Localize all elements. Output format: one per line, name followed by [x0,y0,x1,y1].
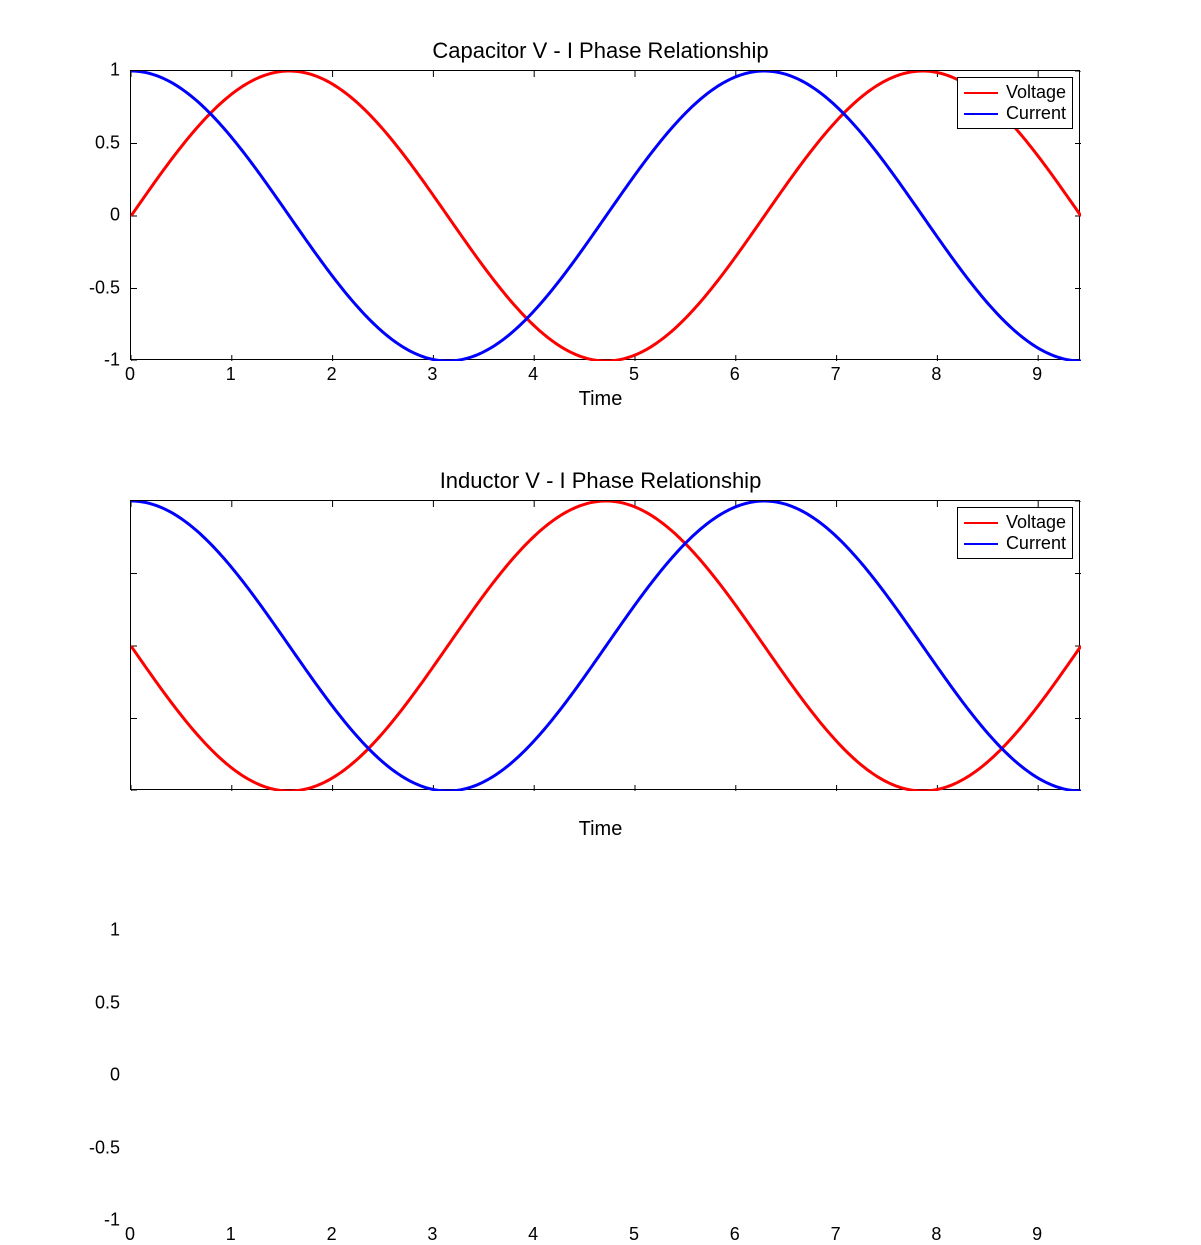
title-capacitor: Capacitor V - I Phase Relationship [0,38,1201,64]
xtick-label: 9 [1032,1224,1042,1245]
plot-area-inductor: Voltage Current [130,500,1080,790]
legend-inductor: Voltage Current [957,507,1073,559]
ytick-label: 0.5 [70,132,120,153]
plot-area-capacitor: Voltage Current [130,70,1080,360]
legend-row-current: Current [964,533,1066,554]
series-current [131,71,1081,361]
ytick-label: 1 [70,920,120,941]
ytick-label: 0 [70,1065,120,1086]
ytick-label: -0.5 [70,1137,120,1158]
figure: Capacitor V - I Phase Relationship Volta… [0,0,1201,900]
legend-row-voltage: Voltage [964,512,1066,533]
xtick-label: 2 [327,1224,337,1245]
series-current [131,501,1081,791]
plot-svg-capacitor [131,71,1081,361]
legend-swatch-voltage [964,92,998,94]
xtick-label: 5 [629,1224,639,1245]
xtick-label: 1 [226,364,236,385]
ytick-label: -0.5 [70,277,120,298]
legend-label-current: Current [1006,103,1066,124]
legend-swatch-voltage [964,522,998,524]
xtick-label: 4 [528,364,538,385]
xtick-label: 3 [427,364,437,385]
legend-label-voltage: Voltage [1006,512,1066,533]
legend-swatch-current [964,113,998,115]
ytick-label: 1 [70,60,120,81]
legend-swatch-current [964,543,998,545]
title-inductor: Inductor V - I Phase Relationship [0,468,1201,494]
legend-row-current: Current [964,103,1066,124]
xtick-label: 7 [831,1224,841,1245]
xtick-label: 7 [831,364,841,385]
legend-label-current: Current [1006,533,1066,554]
legend-capacitor: Voltage Current [957,77,1073,129]
xtick-label: 1 [226,1224,236,1245]
subplot-capacitor: Capacitor V - I Phase Relationship Volta… [0,0,1201,450]
ytick-label: 0.5 [70,992,120,1013]
ytick-label: -1 [70,350,120,371]
plot-svg-inductor [131,501,1081,791]
xtick-label: 0 [125,364,135,385]
xtick-label: 0 [125,1224,135,1245]
xtick-label: 6 [730,1224,740,1245]
xlabel-inductor: Time [0,818,1201,841]
xlabel-capacitor: Time [0,388,1201,411]
xtick-label: 4 [528,1224,538,1245]
ytick-label: -1 [70,1210,120,1231]
xtick-label: 9 [1032,364,1042,385]
xtick-label: 5 [629,364,639,385]
legend-row-voltage: Voltage [964,82,1066,103]
legend-label-voltage: Voltage [1006,82,1066,103]
xtick-label: 8 [931,1224,941,1245]
xtick-label: 3 [427,1224,437,1245]
xtick-label: 6 [730,364,740,385]
xtick-label: 2 [327,364,337,385]
xtick-label: 8 [931,364,941,385]
ytick-label: 0 [70,205,120,226]
subplot-inductor: Inductor V - I Phase Relationship Voltag… [0,430,1201,880]
